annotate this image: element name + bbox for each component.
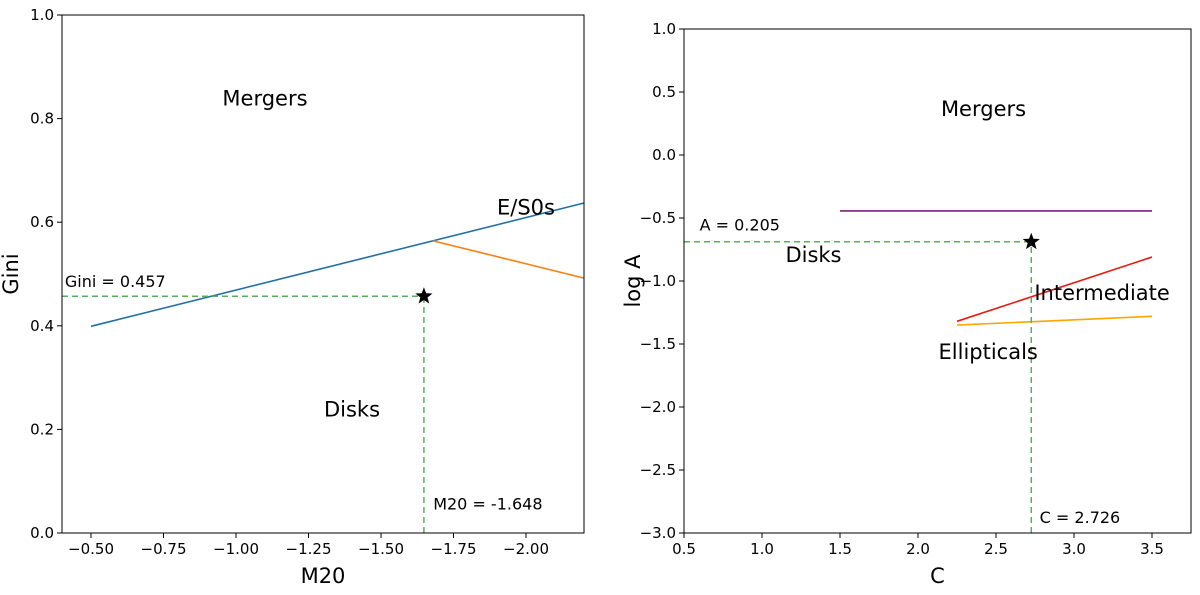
gini-m20-x-tick-label: −1.75 <box>431 540 477 558</box>
loga-c-disk-intermediate-boundary-line <box>956 256 1153 323</box>
gini-m20-e-s0-disk-boundary-line <box>433 240 585 279</box>
gini-m20-y-tick-label: 0.2 <box>30 420 54 438</box>
gini-m20-annotation-mergers: Mergers <box>222 87 307 111</box>
loga-c-annotation-intermediate: Intermediate <box>1034 281 1170 305</box>
loga-c-y-tick-label: −3.0 <box>640 524 676 542</box>
loga-c-x-tick-label: 1.5 <box>828 540 852 558</box>
gini-m20-x-tick-label: −1.25 <box>286 540 332 558</box>
gini-m20-panel: −0.50 −0.75 −1.00 −1.25 −1.50 −1.75 −2.00 0.0 0.… <box>0 6 585 588</box>
loga-c-y-tick-label: −0.5 <box>640 209 676 227</box>
loga-c-annotation-mergers: Mergers <box>941 97 1026 121</box>
loga-c-intermediate-elliptical-boundary-line <box>956 315 1153 326</box>
loga-c-y-tick-label: −1.5 <box>640 335 676 353</box>
logA-c-panel: 0.5 1.0 1.5 2.0 2.5 3.0 3.5 −3.0 −2.5 −2.0 −1.5 −1.… <box>621 20 1192 588</box>
loga-c-y-tick-label: 1.0 <box>652 20 676 38</box>
loga-c-x-tick-label: 3.5 <box>1140 540 1164 558</box>
loga-c-x-axis-label: C <box>930 564 945 588</box>
loga-c-y-tick-label: −1.0 <box>640 272 676 290</box>
loga-c-y-tick-label: 0.0 <box>652 146 676 164</box>
gini-m20-x-tick-label: −1.00 <box>213 540 259 558</box>
gini-m20-x-axis-label: M20 <box>301 564 346 588</box>
loga-c-x-tick-label: 2.5 <box>984 540 1008 558</box>
loga-c-annotation-disks: Disks <box>785 243 841 267</box>
gini-m20-y-tick-label: 0.4 <box>30 317 54 335</box>
loga-c-annotation-c-2-726: C = 2.726 <box>1040 508 1121 527</box>
loga-c-y-axis-label: log A <box>621 254 645 308</box>
loga-c-annotation-ellipticals: Ellipticals <box>939 340 1038 364</box>
gini-m20-annotation-gini-0-457: Gini = 0.457 <box>65 272 166 291</box>
gini-m20-x-tick-label: −2.00 <box>503 540 549 558</box>
gini-m20-star-marker <box>415 287 433 304</box>
gini-m20-y-tick-label: 0.0 <box>30 524 54 542</box>
loga-c-x-tick-label: 1.0 <box>750 540 774 558</box>
loga-c-x-tick-label: 3.0 <box>1062 540 1086 558</box>
gini-m20-y-tick-label: 0.8 <box>30 110 54 128</box>
loga-c-annotation-a-0-205: A = 0.205 <box>700 216 780 235</box>
loga-c-y-tick-label: −2.0 <box>640 398 676 416</box>
gini-m20-x-tick-label: −0.50 <box>68 540 114 558</box>
gini-m20-x-tick-label: −1.50 <box>358 540 404 558</box>
gini-m20-axes-frame <box>61 14 585 534</box>
gini-m20-y-axis-label: Gini <box>0 253 23 294</box>
gini-m20-annotation-e-s0s: E/S0s <box>497 195 555 219</box>
loga-c-x-tick-label: 0.5 <box>672 540 696 558</box>
loga-c-x-tick-label: 2.0 <box>906 540 930 558</box>
gini-m20-merger-boundary-line <box>90 202 585 328</box>
loga-c-y-tick-label: 0.5 <box>652 83 676 101</box>
gini-m20-y-tick-label: 1.0 <box>30 6 54 24</box>
gini-m20-x-tick-label: −0.75 <box>141 540 187 558</box>
gini-m20-y-tick-label: 0.6 <box>30 213 54 231</box>
gini-m20-annotation-disks: Disks <box>324 397 380 421</box>
loga-c-y-tick-label: −2.5 <box>640 461 676 479</box>
gini-m20-annotation-m20-1-648: M20 = -1.648 <box>433 495 542 514</box>
loga-c-star-marker <box>1022 232 1040 250</box>
